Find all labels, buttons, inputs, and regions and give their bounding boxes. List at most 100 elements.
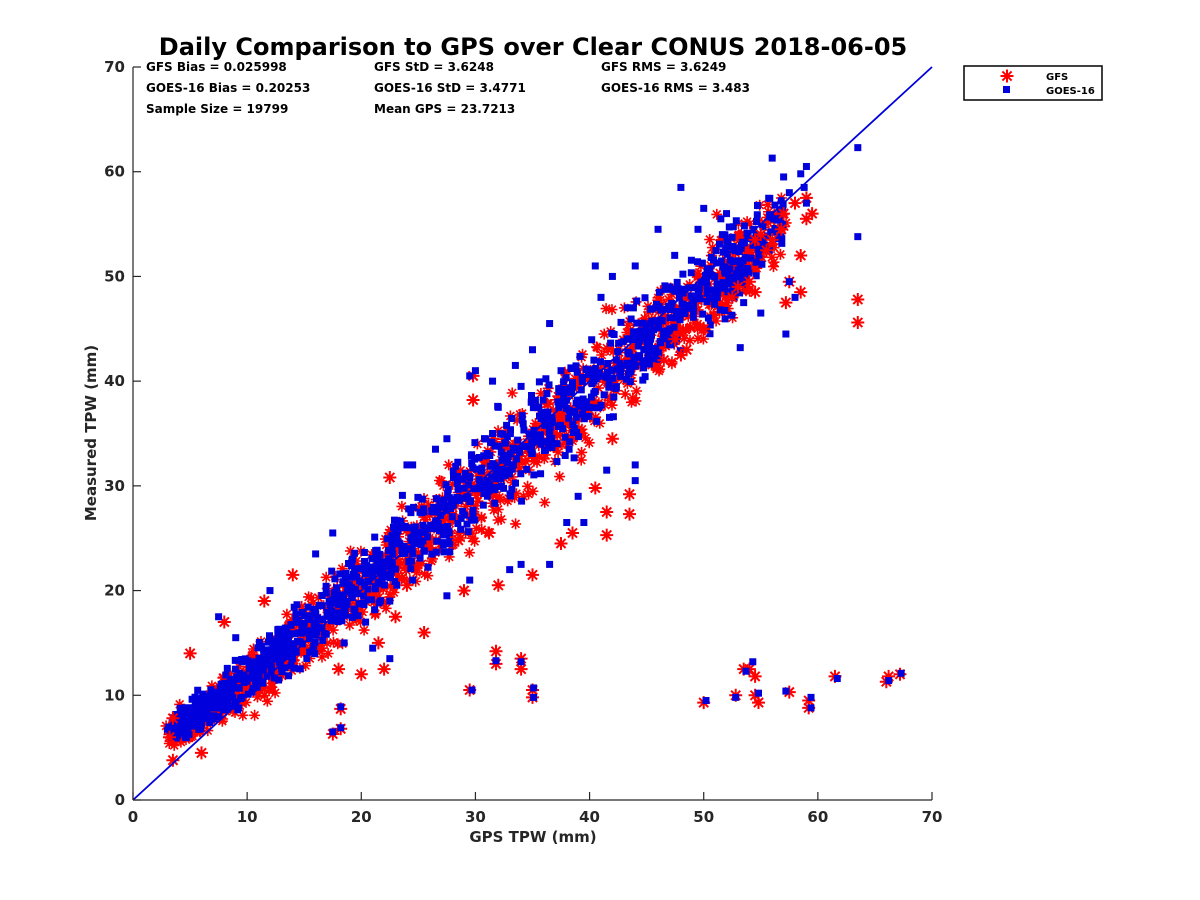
stat-mean-gps: Mean GPS = 23.7213 xyxy=(374,102,515,116)
goes16-point xyxy=(603,466,611,474)
gfs-point xyxy=(748,233,762,247)
gfs-point xyxy=(354,667,368,681)
goes16-point xyxy=(329,728,337,736)
legend-gfs-label: GFS xyxy=(1046,72,1068,83)
gfs-point xyxy=(788,196,802,210)
gfs-point xyxy=(491,578,505,592)
goes16-point xyxy=(785,189,793,197)
goes16-point xyxy=(337,703,345,711)
gfs-point xyxy=(623,507,636,521)
goes16-point xyxy=(854,144,862,152)
goes16-point xyxy=(757,309,765,317)
gfs-point xyxy=(668,332,682,346)
goes16-point xyxy=(800,183,808,191)
gfs-point xyxy=(754,228,768,241)
gfs-point xyxy=(217,615,231,629)
chart-title: Daily Comparison to GPS over Clear CONUS… xyxy=(159,33,907,61)
goes16-point xyxy=(717,215,725,223)
gfs-point xyxy=(752,696,765,710)
gfs-point xyxy=(489,644,503,658)
gfs-point xyxy=(725,290,739,304)
goes16-point xyxy=(471,367,479,375)
x-tick-label: 50 xyxy=(693,808,714,826)
goes16-point xyxy=(466,372,474,380)
goes16-point xyxy=(785,278,793,286)
y-tick-label: 60 xyxy=(104,163,125,181)
gfs-point xyxy=(588,481,602,495)
x-tick-label: 0 xyxy=(128,808,138,826)
goes16-point xyxy=(492,657,500,665)
goes16-point xyxy=(431,445,439,453)
gfs-point xyxy=(623,487,636,501)
asterisk-icon xyxy=(1000,69,1014,83)
gfs-point xyxy=(377,662,391,676)
stat-gfs-bias: GFS Bias = 0.025998 xyxy=(146,60,287,74)
gfs-point xyxy=(195,746,208,760)
goes16-point xyxy=(232,634,240,642)
outlier-layer xyxy=(163,144,907,767)
gfs-point xyxy=(371,636,385,650)
gfs-point xyxy=(882,669,896,683)
goes16-point xyxy=(530,684,538,692)
gfs-point xyxy=(332,662,345,676)
goes16-point xyxy=(702,697,710,705)
goes16-point xyxy=(665,283,673,291)
y-axis-label: Measured TPW (mm) xyxy=(82,345,100,521)
goes16-point xyxy=(517,658,525,666)
goes16-point xyxy=(768,154,776,162)
x-tick-label: 20 xyxy=(351,808,372,826)
goes16-point xyxy=(506,566,514,574)
gfs-point xyxy=(851,293,865,306)
legend-goes-label: GOES-16 xyxy=(1046,86,1095,97)
goes16-point xyxy=(833,675,841,683)
stat-goes-std: GOES-16 StD = 3.4771 xyxy=(374,81,526,95)
gfs-point xyxy=(600,505,614,519)
goes16-point xyxy=(802,199,810,207)
gfs-point xyxy=(794,285,808,299)
goes16-point xyxy=(489,377,497,385)
stat-sample-size: Sample Size = 19799 xyxy=(146,102,288,116)
goes16-point xyxy=(409,461,417,469)
goes16-point xyxy=(740,299,748,307)
gfs-point xyxy=(566,526,579,540)
goes16-point xyxy=(546,320,554,328)
goes16-point xyxy=(694,225,702,233)
gfs-point xyxy=(526,568,539,582)
goes16-point xyxy=(854,233,862,241)
gfs-point xyxy=(760,243,773,257)
gfs-point xyxy=(794,249,808,262)
goes16-point xyxy=(329,529,337,537)
legend: GFS GOES-16 xyxy=(963,65,1103,101)
gfs-point xyxy=(851,316,865,329)
goes16-point xyxy=(340,639,348,647)
x-tick-label: 40 xyxy=(579,808,600,826)
gfs-point xyxy=(482,526,496,540)
one-to-one-line xyxy=(132,66,933,801)
goes16-point xyxy=(802,162,810,170)
goes16-point xyxy=(443,592,451,600)
goes16-point xyxy=(782,687,790,695)
gfs-point xyxy=(466,393,480,407)
y-tick-label: 40 xyxy=(104,372,125,390)
gfs-point xyxy=(417,626,431,639)
x-tick-label: 10 xyxy=(237,808,258,826)
goes16-point xyxy=(466,576,474,584)
goes16-point xyxy=(580,519,588,527)
goes16-point xyxy=(369,644,377,652)
stats-block: GFS Bias = 0.025998 GFS StD = 3.6248 GFS… xyxy=(146,60,750,116)
stat-goes-bias: GOES-16 Bias = 0.20253 xyxy=(146,81,310,95)
square-icon xyxy=(1003,86,1010,93)
goes16-point xyxy=(807,704,815,712)
stat-gfs-rms: GFS RMS = 3.6249 xyxy=(601,60,726,74)
gfs-point xyxy=(674,348,688,362)
goes16-point xyxy=(677,183,685,191)
axes-layer: 0 10 20 30 40 50 60 70 0 10 20 30 40 50 60 70 xyxy=(104,58,942,826)
goes16-point xyxy=(782,330,790,338)
gfs-point xyxy=(286,568,300,582)
y-tick-label: 20 xyxy=(104,582,125,600)
y-tick-label: 70 xyxy=(104,58,125,76)
x-tick-label: 30 xyxy=(465,808,486,826)
goes16-point xyxy=(215,613,223,621)
